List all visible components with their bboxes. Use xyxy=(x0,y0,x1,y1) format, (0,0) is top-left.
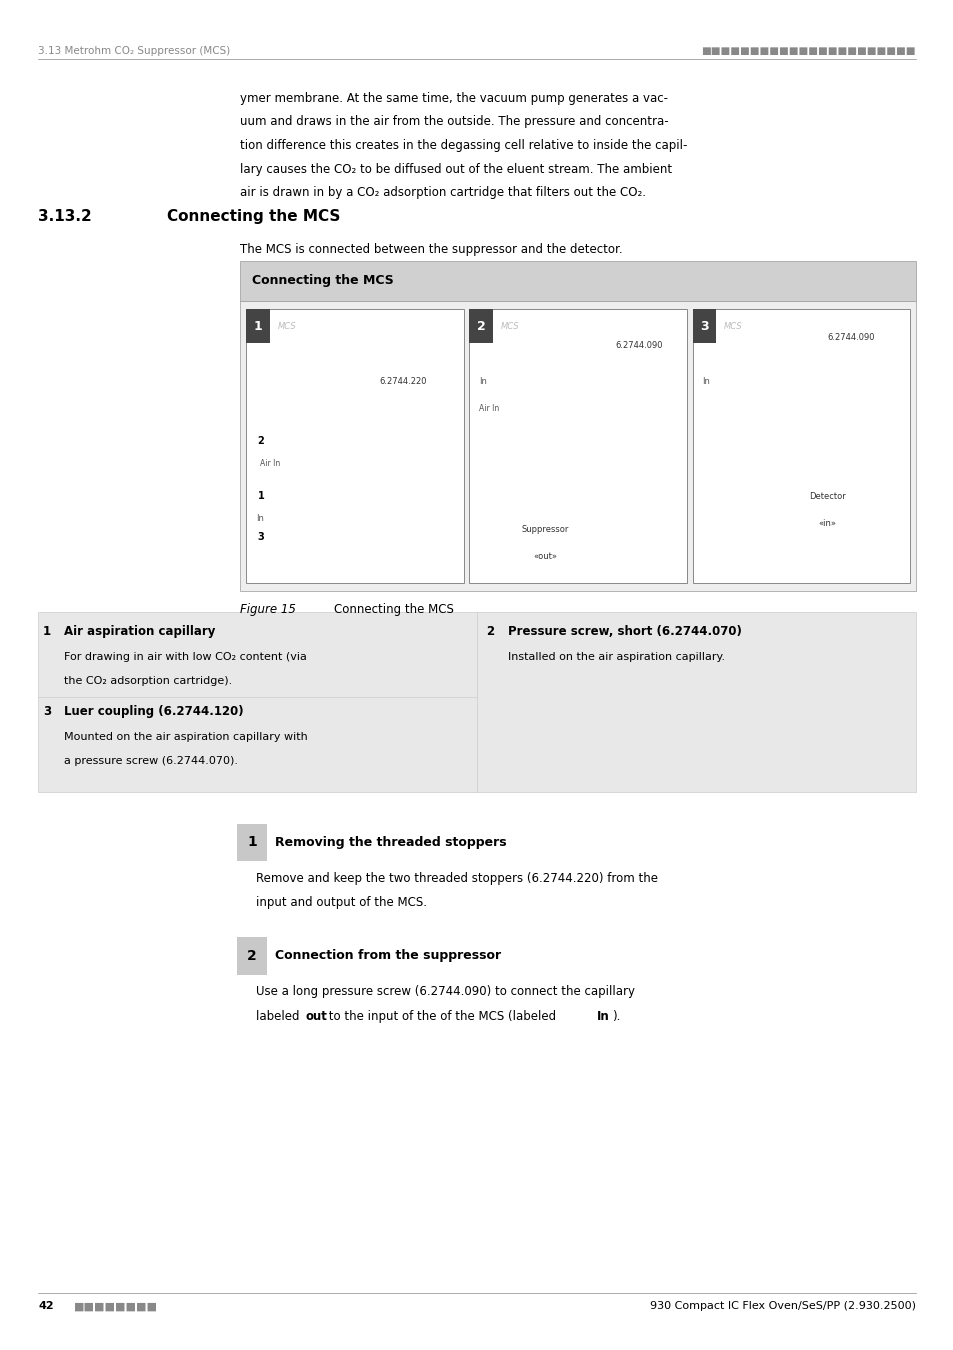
Text: ymer membrane. At the same time, the vacuum pump generates a vac-: ymer membrane. At the same time, the vac… xyxy=(240,92,668,105)
Text: 2: 2 xyxy=(247,949,256,963)
Text: The MCS is connected between the suppressor and the detector.: The MCS is connected between the suppres… xyxy=(240,243,622,256)
Text: Air In: Air In xyxy=(260,459,280,468)
Text: Connecting the MCS: Connecting the MCS xyxy=(318,603,453,617)
Text: Pressure screw, short (6.2744.070): Pressure screw, short (6.2744.070) xyxy=(507,625,740,639)
Text: air is drawn in by a CO₂ adsorption cartridge that filters out the CO₂.: air is drawn in by a CO₂ adsorption cart… xyxy=(240,186,646,200)
Text: labeled: labeled xyxy=(255,1010,303,1023)
Text: Removing the threaded stoppers: Removing the threaded stoppers xyxy=(274,836,506,849)
Text: Figure 15: Figure 15 xyxy=(240,603,296,617)
Text: In: In xyxy=(478,377,486,386)
Text: a pressure screw (6.2744.070).: a pressure screw (6.2744.070). xyxy=(64,756,237,765)
Text: 3: 3 xyxy=(257,532,264,543)
Text: uum and draws in the air from the outside. The pressure and concentra-: uum and draws in the air from the outsid… xyxy=(240,116,668,128)
Text: 3: 3 xyxy=(700,320,708,332)
FancyBboxPatch shape xyxy=(469,309,493,343)
Text: Suppressor: Suppressor xyxy=(521,525,569,533)
Text: 2: 2 xyxy=(476,320,485,332)
Text: Mounted on the air aspiration capillary with: Mounted on the air aspiration capillary … xyxy=(64,732,308,741)
Text: Connecting the MCS: Connecting the MCS xyxy=(252,274,394,288)
Text: 2: 2 xyxy=(486,625,495,639)
Text: ■■■■■■■■: ■■■■■■■■ xyxy=(74,1301,158,1311)
FancyBboxPatch shape xyxy=(246,309,270,343)
Text: out: out xyxy=(305,1010,327,1023)
FancyBboxPatch shape xyxy=(236,824,267,861)
Text: 1: 1 xyxy=(247,836,256,849)
Text: 3.13 Metrohm CO₂ Suppressor (MCS): 3.13 Metrohm CO₂ Suppressor (MCS) xyxy=(38,46,231,55)
Text: 1: 1 xyxy=(253,320,262,332)
Text: tion difference this creates in the degassing cell relative to inside the capil-: tion difference this creates in the dega… xyxy=(240,139,687,153)
Text: Use a long pressure screw (6.2744.090) to connect the capillary: Use a long pressure screw (6.2744.090) t… xyxy=(255,986,634,999)
Text: Remove and keep the two threaded stoppers (6.2744.220) from the: Remove and keep the two threaded stopper… xyxy=(255,872,657,886)
Text: 930 Compact IC Flex Oven/SeS/PP (2.930.2500): 930 Compact IC Flex Oven/SeS/PP (2.930.2… xyxy=(649,1301,915,1311)
FancyBboxPatch shape xyxy=(240,261,915,301)
Text: Connection from the suppressor: Connection from the suppressor xyxy=(274,949,500,963)
Text: Luer coupling (6.2744.120): Luer coupling (6.2744.120) xyxy=(64,705,243,718)
Text: 42: 42 xyxy=(38,1301,53,1311)
Text: «in»: «in» xyxy=(818,520,836,528)
Text: input and output of the MCS.: input and output of the MCS. xyxy=(255,896,426,910)
Text: Connecting the MCS: Connecting the MCS xyxy=(167,209,340,224)
Text: Detector: Detector xyxy=(808,491,845,501)
Text: lary causes the CO₂ to be diffused out of the eluent stream. The ambient: lary causes the CO₂ to be diffused out o… xyxy=(240,163,672,176)
FancyBboxPatch shape xyxy=(692,309,909,583)
Text: 2: 2 xyxy=(257,436,264,446)
Text: 6.2744.090: 6.2744.090 xyxy=(615,342,662,350)
FancyBboxPatch shape xyxy=(692,309,716,343)
Text: «out»: «out» xyxy=(533,552,557,562)
Text: 3: 3 xyxy=(43,705,51,718)
Text: the CO₂ adsorption cartridge).: the CO₂ adsorption cartridge). xyxy=(64,676,232,686)
FancyBboxPatch shape xyxy=(38,612,915,792)
Text: 3.13.2: 3.13.2 xyxy=(38,209,91,224)
Text: In: In xyxy=(255,514,263,522)
Text: 6.2744.090: 6.2744.090 xyxy=(826,333,874,342)
Text: In: In xyxy=(597,1010,609,1023)
Text: to the input of the of the MCS (labeled: to the input of the of the MCS (labeled xyxy=(325,1010,559,1023)
Text: Air aspiration capillary: Air aspiration capillary xyxy=(64,625,215,639)
Text: In: In xyxy=(701,377,709,386)
FancyBboxPatch shape xyxy=(246,309,463,583)
Text: Installed on the air aspiration capillary.: Installed on the air aspiration capillar… xyxy=(507,652,724,662)
FancyBboxPatch shape xyxy=(469,309,686,583)
Text: For drawing in air with low CO₂ content (via: For drawing in air with low CO₂ content … xyxy=(64,652,307,662)
Text: MCS: MCS xyxy=(723,321,742,331)
Text: MCS: MCS xyxy=(277,321,296,331)
Text: 1: 1 xyxy=(43,625,51,639)
Text: ■■■■■■■■■■■■■■■■■■■■■■: ■■■■■■■■■■■■■■■■■■■■■■ xyxy=(700,46,915,55)
Text: MCS: MCS xyxy=(500,321,519,331)
FancyBboxPatch shape xyxy=(236,937,267,975)
Text: Air In: Air In xyxy=(478,404,498,413)
Text: 6.2744.220: 6.2744.220 xyxy=(378,377,426,386)
Text: 1: 1 xyxy=(257,491,264,501)
FancyBboxPatch shape xyxy=(240,301,915,591)
Text: ).: ). xyxy=(612,1010,620,1023)
